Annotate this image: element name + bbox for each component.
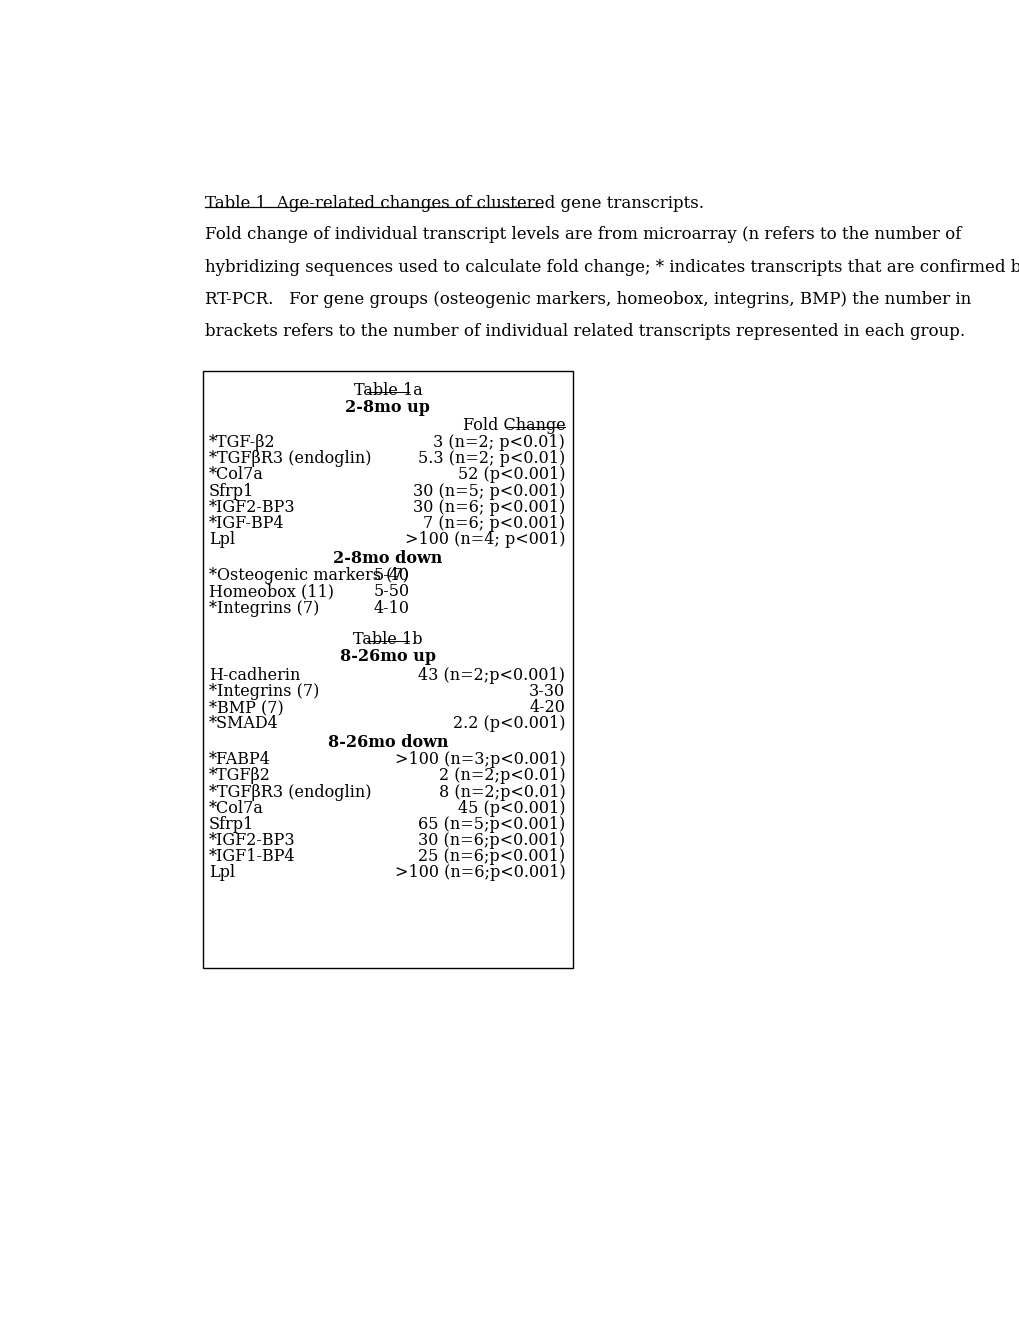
Text: *Col7a: *Col7a (209, 466, 264, 483)
Text: *Osteogenic markers (7): *Osteogenic markers (7) (209, 568, 409, 585)
Text: 8-26mo up: 8-26mo up (339, 648, 435, 665)
Text: >100 (n=3;p<0.001): >100 (n=3;p<0.001) (394, 751, 565, 768)
Text: Table 1b: Table 1b (353, 631, 422, 648)
Text: 5.3 (n=2; p<0.01): 5.3 (n=2; p<0.01) (418, 450, 565, 467)
Text: *TGFβR3 (endoglin): *TGFβR3 (endoglin) (209, 784, 371, 801)
Text: 45 (p<0.001): 45 (p<0.001) (458, 800, 565, 817)
Text: *IGF1-BP4: *IGF1-BP4 (209, 849, 296, 866)
Text: *IGF2-BP3: *IGF2-BP3 (209, 832, 296, 849)
Text: 2.2 (p<0.001): 2.2 (p<0.001) (452, 715, 565, 733)
Text: Table 1a: Table 1a (354, 381, 422, 399)
Text: Fold Change: Fold Change (463, 417, 565, 434)
Text: 8 (n=2;p<0.01): 8 (n=2;p<0.01) (438, 784, 565, 801)
Text: H-cadherin: H-cadherin (209, 667, 300, 684)
Text: 2-8mo down: 2-8mo down (333, 549, 442, 566)
Text: 7 (n=6; p<0.001): 7 (n=6; p<0.001) (423, 515, 565, 532)
Text: 3-30: 3-30 (529, 682, 565, 700)
Text: Sfrp1: Sfrp1 (209, 483, 254, 499)
Text: 30 (n=6; p<0.001): 30 (n=6; p<0.001) (413, 499, 565, 516)
Text: 65 (n=5;p<0.001): 65 (n=5;p<0.001) (418, 816, 565, 833)
Text: hybridizing sequences used to calculate fold change; * indicates transcripts tha: hybridizing sequences used to calculate … (205, 259, 1019, 276)
Text: *IGF-BP4: *IGF-BP4 (209, 515, 284, 532)
Text: 25 (n=6;p<0.001): 25 (n=6;p<0.001) (418, 849, 565, 866)
Text: 8-26mo down: 8-26mo down (327, 734, 447, 751)
Text: >100 (n=6;p<0.001): >100 (n=6;p<0.001) (394, 865, 565, 882)
Text: Table 1  Age-related changes of clustered gene transcripts.: Table 1 Age-related changes of clustered… (205, 195, 703, 213)
Text: 30 (n=5; p<0.001): 30 (n=5; p<0.001) (413, 483, 565, 499)
Text: 2 (n=2;p<0.01): 2 (n=2;p<0.01) (438, 767, 565, 784)
Text: Homeobox (11): Homeobox (11) (209, 583, 333, 601)
Text: *TGFβR3 (endoglin): *TGFβR3 (endoglin) (209, 450, 371, 467)
Text: Fold change of individual transcript levels are from microarray (n refers to the: Fold change of individual transcript lev… (205, 226, 961, 243)
Text: *TGF-β2: *TGF-β2 (209, 434, 275, 451)
Text: 52 (p<0.001): 52 (p<0.001) (458, 466, 565, 483)
Text: *TGFβ2: *TGFβ2 (209, 767, 270, 784)
Text: Lpl: Lpl (209, 531, 234, 548)
Text: *IGF2-BP3: *IGF2-BP3 (209, 499, 296, 516)
Text: Lpl: Lpl (209, 865, 234, 882)
Text: 4-10: 4-10 (373, 599, 409, 616)
Text: *Integrins (7): *Integrins (7) (209, 682, 319, 700)
Bar (203, 371, 573, 969)
Text: 30 (n=6;p<0.001): 30 (n=6;p<0.001) (418, 832, 565, 849)
Text: 3 (n=2; p<0.01): 3 (n=2; p<0.01) (433, 434, 565, 451)
Text: brackets refers to the number of individual related transcripts represented in e: brackets refers to the number of individ… (205, 323, 964, 341)
Text: 4-20: 4-20 (529, 700, 565, 715)
Text: *SMAD4: *SMAD4 (209, 715, 278, 733)
Text: >100 (n=4; p<001): >100 (n=4; p<001) (405, 531, 565, 548)
Text: Sfrp1: Sfrp1 (209, 816, 254, 833)
Text: 5-50: 5-50 (373, 583, 409, 601)
Text: *BMP (7): *BMP (7) (209, 700, 283, 715)
Text: *Integrins (7): *Integrins (7) (209, 599, 319, 616)
Text: 43 (n=2;p<0.001): 43 (n=2;p<0.001) (418, 667, 565, 684)
Text: *Col7a: *Col7a (209, 800, 264, 817)
Text: 2-8mo up: 2-8mo up (345, 399, 430, 416)
Text: *FABP4: *FABP4 (209, 751, 270, 768)
Text: RT-PCR.   For gene groups (osteogenic markers, homeobox, integrins, BMP) the num: RT-PCR. For gene groups (osteogenic mark… (205, 290, 970, 308)
Text: 5-40: 5-40 (373, 568, 409, 585)
